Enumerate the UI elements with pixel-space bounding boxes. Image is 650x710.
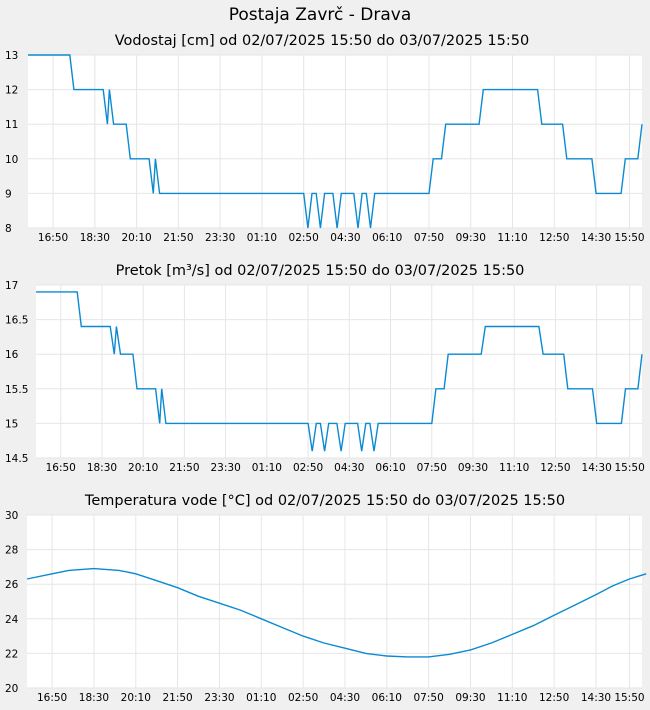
x-tick-label: 21:50 xyxy=(169,462,199,474)
x-tick-label: 15:50 xyxy=(614,232,644,244)
x-tick-label: 09:30 xyxy=(455,692,485,704)
chart-title-water-level: Vodostaj [cm] od 02/07/2025 15:50 do 03/… xyxy=(115,33,529,49)
x-tick-label: 06:10 xyxy=(372,232,402,244)
x-tick-label: 12:50 xyxy=(539,232,569,244)
chart-discharge: 14.5 15 15.5 16 16.5 17 16:50 18:30 20:10 21:50 23… xyxy=(5,280,645,474)
x-tick-label: 07:50 xyxy=(414,232,444,244)
y-tick-label: 12 xyxy=(5,85,18,97)
x-tick-label: 02:50 xyxy=(288,692,318,704)
y-tick-label: 22 xyxy=(5,648,18,660)
x-tick-label: 18:30 xyxy=(79,692,109,704)
plot-area-water-temperature xyxy=(27,515,642,688)
x-tick-label: 20:10 xyxy=(128,462,158,474)
x-tick-label: 23:30 xyxy=(205,232,235,244)
x-tick-label: 21:50 xyxy=(163,232,193,244)
x-tick-label: 18:30 xyxy=(87,462,117,474)
x-tick-label: 23:30 xyxy=(210,462,240,474)
plot-area-water-level xyxy=(28,55,642,228)
series-line-water-temperature xyxy=(26,567,647,658)
y-tick-label: 16 xyxy=(5,349,19,361)
x-tick-label: 16:50 xyxy=(38,232,68,244)
y-tick-label: 9 xyxy=(5,188,12,200)
x-tick-label: 04:30 xyxy=(330,692,360,704)
x-tick-label: 16:50 xyxy=(37,692,67,704)
page-title: Postaja Zavrč - Drava xyxy=(229,5,412,25)
x-tick-label: 11:10 xyxy=(497,692,527,704)
x-tick-label: 14:30 xyxy=(582,462,612,474)
y-tick-label: 13 xyxy=(5,50,18,62)
x-tick-label: 02:50 xyxy=(289,232,319,244)
y-tick-label: 17 xyxy=(5,280,18,292)
x-tick-label: 11:10 xyxy=(499,462,529,474)
x-tick-label: 23:30 xyxy=(204,692,234,704)
y-tick-label: 26 xyxy=(5,579,19,591)
x-tick-label: 01:10 xyxy=(246,692,276,704)
y-tick-label: 20 xyxy=(5,683,18,695)
y-tick-label: 28 xyxy=(5,545,18,557)
chart-title-discharge: Pretok [m³/s] od 02/07/2025 15:50 do 03/… xyxy=(116,263,525,279)
x-tick-label: 07:50 xyxy=(417,462,447,474)
x-tick-label: 09:30 xyxy=(458,462,488,474)
x-tick-label: 20:10 xyxy=(121,232,151,244)
y-tick-label: 8 xyxy=(5,223,12,235)
x-tick-label: 06:10 xyxy=(372,692,402,704)
chart-water-level: 8 9 10 11 12 13 16:50 18:30 20:10 21:50 23:30 01:10… xyxy=(5,50,645,244)
x-tick-label: 02:50 xyxy=(293,462,323,474)
x-tick-label: 15:50 xyxy=(614,462,644,474)
x-tick-label: 04:30 xyxy=(330,232,360,244)
x-tick-label: 09:30 xyxy=(456,232,486,244)
x-tick-label: 06:10 xyxy=(375,462,405,474)
plot-area-discharge xyxy=(36,285,642,458)
x-tick-label: 18:30 xyxy=(80,232,110,244)
x-tick-label: 04:30 xyxy=(334,462,364,474)
y-tick-label: 30 xyxy=(5,510,18,522)
chart-title-water-temperature: Temperatura vode [°C] od 02/07/2025 15:5… xyxy=(84,493,565,509)
x-tick-label: 07:50 xyxy=(413,692,443,704)
chart-water-temperature: 20 22 24 26 28 30 16:50 18:30 20:10 21:50 23:30 01:… xyxy=(5,510,647,704)
x-tick-label: 01:10 xyxy=(252,462,282,474)
y-tick-label: 10 xyxy=(5,154,18,166)
y-tick-label: 24 xyxy=(5,614,19,626)
series-line-water-level xyxy=(28,54,643,229)
x-tick-label: 20:10 xyxy=(121,692,151,704)
y-tick-label: 11 xyxy=(5,119,18,131)
y-tick-label: 14.5 xyxy=(5,453,28,465)
x-tick-label: 15:50 xyxy=(614,692,644,704)
y-tick-label: 15 xyxy=(5,418,18,430)
x-tick-label: 16:50 xyxy=(46,462,76,474)
y-tick-label: 16.5 xyxy=(5,315,28,327)
x-tick-label: 14:30 xyxy=(581,232,611,244)
series-line-discharge xyxy=(36,291,643,452)
x-tick-label: 11:10 xyxy=(497,232,527,244)
x-tick-label: 14:30 xyxy=(581,692,611,704)
x-tick-label: 12:50 xyxy=(539,692,569,704)
y-tick-label: 15.5 xyxy=(5,384,28,396)
x-tick-label: 12:50 xyxy=(540,462,570,474)
x-tick-label: 21:50 xyxy=(162,692,192,704)
x-tick-label: 01:10 xyxy=(247,232,277,244)
